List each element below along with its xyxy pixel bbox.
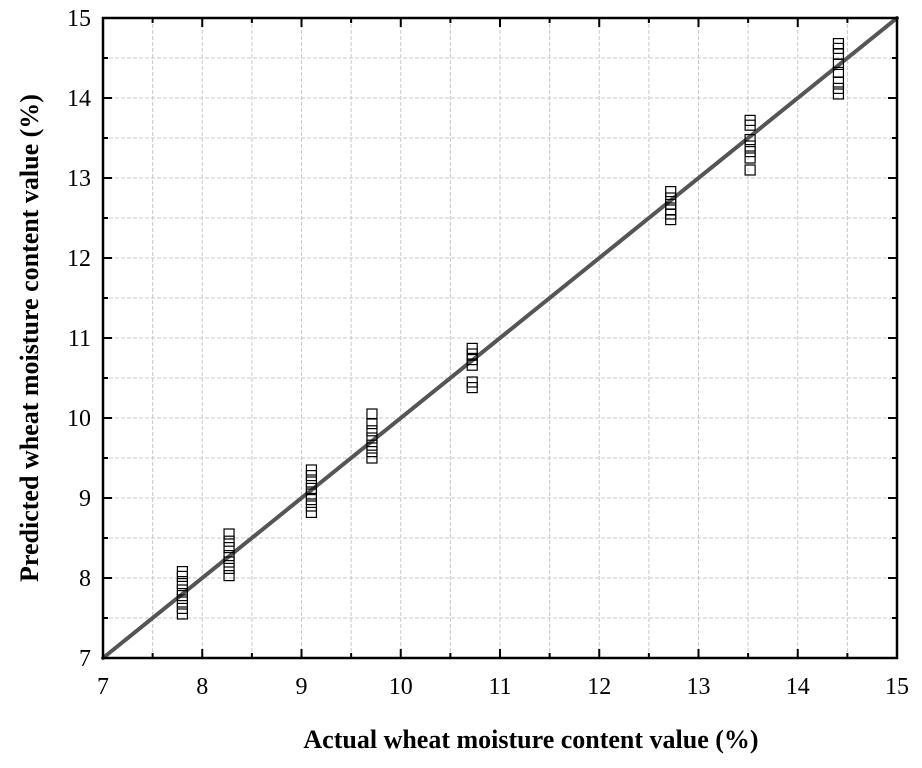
data-point bbox=[744, 164, 756, 176]
data-point bbox=[665, 186, 677, 198]
data-point bbox=[223, 549, 235, 562]
data-point bbox=[176, 596, 188, 608]
data-point bbox=[176, 577, 188, 590]
y-tick-label: 15 bbox=[67, 6, 91, 32]
data-point bbox=[366, 418, 378, 430]
data-point bbox=[665, 192, 677, 204]
data-point bbox=[223, 569, 235, 582]
data-points bbox=[176, 37, 845, 620]
data-point bbox=[223, 562, 235, 575]
data-point bbox=[305, 470, 318, 482]
x-tick-label: 8 bbox=[196, 674, 208, 700]
data-point bbox=[366, 425, 378, 437]
reference-line-group bbox=[101, 16, 899, 660]
x-tick-label: 15 bbox=[885, 674, 909, 700]
data-point bbox=[744, 134, 756, 146]
y-tick-label: 9 bbox=[79, 486, 91, 512]
data-point bbox=[466, 359, 478, 371]
data-point bbox=[366, 439, 378, 451]
data-point bbox=[832, 82, 845, 95]
data-point bbox=[665, 198, 677, 210]
data-point bbox=[832, 66, 845, 79]
data-point bbox=[223, 556, 235, 568]
data-point bbox=[176, 565, 188, 578]
data-point bbox=[223, 541, 235, 554]
x-tick-label: 9 bbox=[296, 674, 308, 700]
data-point bbox=[366, 432, 378, 444]
data-point bbox=[223, 528, 235, 540]
data-point bbox=[366, 452, 378, 464]
data-point bbox=[665, 204, 677, 216]
data-point bbox=[305, 488, 318, 500]
data-point bbox=[366, 446, 378, 458]
data-point bbox=[366, 408, 378, 420]
x-tick-label: 11 bbox=[488, 674, 511, 700]
tick-labels: 7 8 9 10 11 12 13 14 15 7 8 9 10 11 12 13 14 15 bbox=[67, 6, 909, 700]
y-tick-label: 14 bbox=[67, 86, 91, 112]
data-point bbox=[832, 37, 845, 50]
data-point bbox=[744, 152, 756, 164]
y-tick-label: 8 bbox=[79, 566, 91, 592]
y-tick-label: 7 bbox=[79, 646, 91, 672]
data-point bbox=[466, 348, 478, 360]
data-point bbox=[744, 114, 756, 127]
data-point bbox=[832, 76, 845, 88]
data-point bbox=[466, 382, 478, 394]
x-tick-label: 7 bbox=[97, 674, 109, 700]
data-point bbox=[305, 476, 318, 488]
x-tick-label: 12 bbox=[587, 674, 611, 700]
x-tick-label: 10 bbox=[389, 674, 413, 700]
axis-ticks bbox=[103, 18, 897, 658]
data-point bbox=[466, 342, 478, 354]
data-point bbox=[305, 506, 318, 518]
data-point bbox=[744, 146, 756, 158]
data-point bbox=[744, 140, 756, 152]
data-point bbox=[176, 584, 188, 596]
reference-line bbox=[101, 16, 899, 660]
y-tick-label: 13 bbox=[67, 166, 91, 192]
y-tick-label: 11 bbox=[68, 326, 91, 352]
data-point bbox=[305, 482, 318, 494]
data-point bbox=[305, 464, 318, 476]
data-point bbox=[665, 214, 677, 226]
data-point bbox=[466, 376, 478, 388]
y-tick-label: 12 bbox=[67, 246, 91, 272]
data-point bbox=[466, 354, 478, 366]
x-tick-label: 14 bbox=[786, 674, 810, 700]
data-point bbox=[305, 500, 318, 512]
y-axis-title: Predicted wheat moisture content value (… bbox=[15, 94, 44, 582]
y-tick-label: 10 bbox=[67, 406, 91, 432]
data-point bbox=[305, 494, 318, 506]
data-point bbox=[176, 602, 188, 615]
x-tick-label: 13 bbox=[687, 674, 711, 700]
data-point bbox=[223, 535, 235, 547]
x-axis-title: Actual wheat moisture content value (%) bbox=[303, 725, 758, 754]
